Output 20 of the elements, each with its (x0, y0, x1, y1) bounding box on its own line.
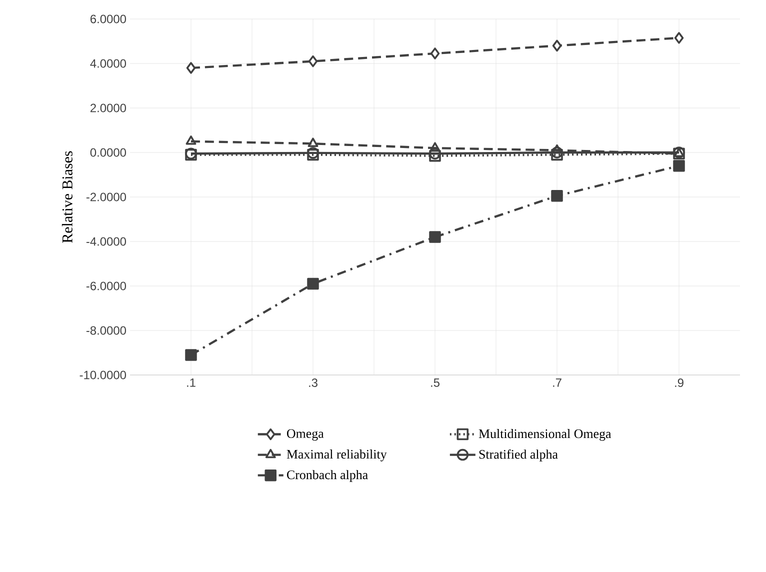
x-tick-label: .3 (309, 378, 318, 387)
y-tick-label: -2.0000 (86, 192, 126, 202)
y-tick-label: -10.0000 (80, 370, 126, 380)
legend-label: Stratified alpha (479, 449, 558, 462)
legend-label: Multidimensional Omega (478, 429, 612, 441)
x-tick-label: .5 (431, 378, 440, 387)
y-tick-label: -8.0000 (86, 326, 126, 335)
y-tick-label: 2.0000 (90, 104, 126, 112)
y-tick-label: -6.0000 (86, 282, 126, 290)
x-tick-label: .7 (553, 378, 562, 387)
x-tick-label: .1 (187, 378, 196, 387)
y-tick-label: 6.0000 (90, 14, 126, 24)
legend-label: Cronbach alpha (287, 470, 368, 482)
y-tick-label: 4.0000 (90, 59, 126, 68)
y-tick-label: 0.0000 (90, 148, 126, 157)
y-tick-label: -4.0000 (86, 237, 126, 246)
legend-label: Omega (287, 429, 324, 441)
x-tick-label: .9 (675, 378, 684, 387)
legend-label: Maximal reliability (286, 450, 387, 462)
y-axis-title: Relative Biases (62, 151, 72, 243)
